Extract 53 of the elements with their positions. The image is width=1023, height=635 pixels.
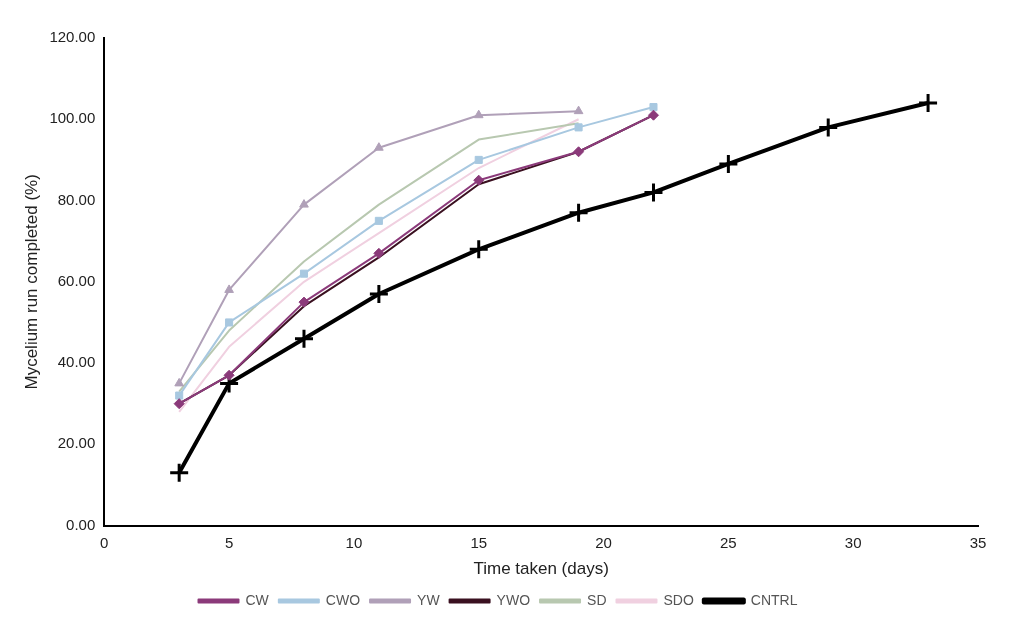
legend-label: SD (587, 591, 607, 608)
legend-label: YWO (496, 591, 531, 608)
point (474, 155, 483, 164)
x-tick-label: 15 (470, 533, 488, 551)
x-tick-label: 10 (345, 533, 363, 551)
point (225, 318, 234, 327)
point (647, 109, 659, 121)
point (298, 296, 310, 308)
x-tick-label: 0 (100, 533, 109, 551)
point (373, 247, 385, 259)
point (817, 116, 839, 138)
point (917, 92, 939, 114)
y-tick-label: 80.00 (57, 190, 96, 208)
point (473, 174, 485, 186)
point (174, 377, 184, 387)
x-tick-label: 5 (224, 533, 234, 551)
y-tick-label: 60.00 (57, 271, 96, 289)
legend-label: SDO (663, 591, 694, 608)
point (374, 216, 383, 225)
point (223, 369, 235, 381)
point (173, 398, 185, 410)
x-tick-label: 25 (720, 533, 737, 551)
y-tick-label: 20.00 (57, 434, 96, 452)
point (168, 462, 190, 484)
point (299, 269, 309, 278)
x-tick-label: 35 (969, 533, 987, 551)
point (649, 103, 658, 112)
legend-label: YW (417, 591, 441, 608)
x-tick-label: 20 (595, 533, 612, 551)
point (224, 284, 234, 293)
point (642, 181, 664, 203)
y-tick-label: 120.00 (49, 28, 96, 46)
point (568, 202, 590, 224)
point (368, 283, 390, 305)
y-axis-title: Mycelium run completed (%) (21, 174, 41, 390)
point (574, 123, 583, 132)
point (473, 109, 484, 119)
point (468, 238, 490, 260)
point (293, 328, 315, 350)
y-tick-label: 40.00 (57, 353, 96, 371)
point (573, 105, 584, 115)
legend-label: CW (245, 591, 270, 608)
legend-label: CWO (325, 591, 361, 608)
point (717, 153, 739, 175)
point (374, 142, 384, 151)
legend-label: CNTRL (750, 591, 798, 608)
x-axis-title: Time taken (days) (473, 559, 609, 579)
y-tick-label: 0.00 (66, 515, 96, 533)
point (299, 199, 309, 208)
point (573, 146, 585, 158)
point (175, 391, 184, 400)
x-tick-label: 30 (844, 533, 862, 551)
y-tick-label: 100.00 (49, 109, 96, 127)
